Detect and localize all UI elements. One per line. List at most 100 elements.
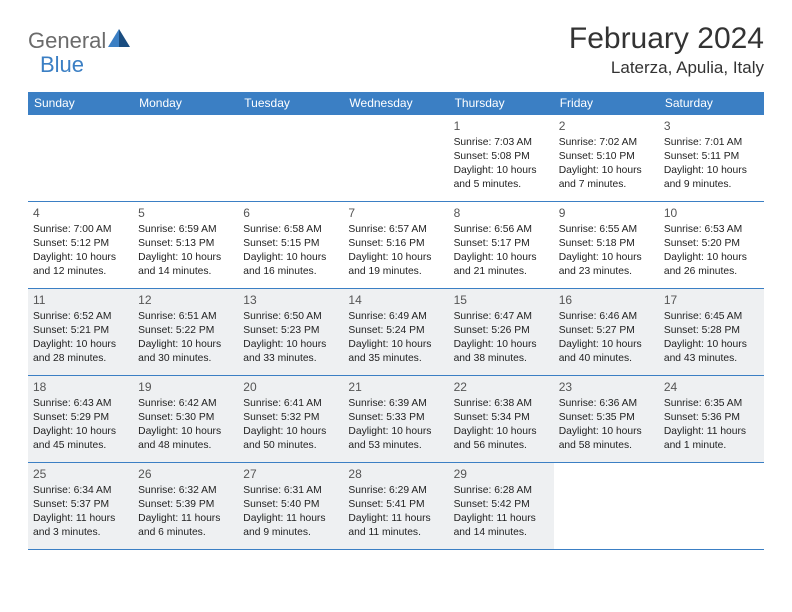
daylight-text: Daylight: 11 hours and 3 minutes.: [33, 512, 128, 540]
calendar-day: 15Sunrise: 6:47 AMSunset: 5:26 PMDayligh…: [449, 289, 554, 375]
daylight-text: Daylight: 10 hours and 43 minutes.: [664, 338, 759, 366]
calendar-day: 19Sunrise: 6:42 AMSunset: 5:30 PMDayligh…: [133, 376, 238, 462]
daylight-text: Daylight: 11 hours and 14 minutes.: [454, 512, 549, 540]
daylight-text: Daylight: 11 hours and 11 minutes.: [348, 512, 443, 540]
sunset-text: Sunset: 5:29 PM: [33, 411, 128, 425]
sunset-text: Sunset: 5:16 PM: [348, 237, 443, 251]
calendar-day: 6 Sunrise: 6:58 AMSunset: 5:15 PMDaylight…: [238, 202, 343, 288]
calendar-day: 20Sunrise: 6:41 AMSunset: 5:32 PMDayligh…: [238, 376, 343, 462]
daylight-text: Daylight: 10 hours and 19 minutes.: [348, 251, 443, 279]
day-number: 3: [664, 118, 759, 134]
calendar-day: 7Sunrise: 6:57 AMSunset: 5:16 PMDaylight…: [343, 202, 448, 288]
sunset-text: Sunset: 5:36 PM: [664, 411, 759, 425]
sunset-text: Sunset: 5:20 PM: [664, 237, 759, 251]
page-title: February 2024: [569, 22, 764, 56]
weekday-header: Friday: [554, 92, 659, 115]
logo-text-blue: Blue: [40, 52, 84, 78]
day-number: 8: [454, 205, 549, 221]
day-number: 9: [559, 205, 654, 221]
day-number: 18: [33, 379, 128, 395]
sunrise-text: Sunrise: 6:43 AM: [33, 397, 128, 411]
sunset-text: Sunset: 5:27 PM: [559, 324, 654, 338]
weekday-header: Sunday: [28, 92, 133, 115]
daylight-text: Daylight: 10 hours and 45 minutes.: [33, 425, 128, 453]
logo-text-general: General: [28, 28, 106, 54]
daylight-text: Daylight: 10 hours and 35 minutes.: [348, 338, 443, 366]
sunset-text: Sunset: 5:24 PM: [348, 324, 443, 338]
weekday-header: Wednesday: [343, 92, 448, 115]
page-subtitle: Laterza, Apulia, Italy: [569, 58, 764, 78]
sunset-text: Sunset: 5:10 PM: [559, 150, 654, 164]
calendar-day: 8Sunrise: 6:56 AMSunset: 5:17 PMDaylight…: [449, 202, 554, 288]
calendar-day: 13Sunrise: 6:50 AMSunset: 5:23 PMDayligh…: [238, 289, 343, 375]
calendar-day: [133, 115, 238, 201]
daylight-text: Daylight: 11 hours and 1 minute.: [664, 425, 759, 453]
sunrise-text: Sunrise: 6:55 AM: [559, 223, 654, 237]
calendar-day: 22Sunrise: 6:38 AMSunset: 5:34 PMDayligh…: [449, 376, 554, 462]
sunrise-text: Sunrise: 6:38 AM: [454, 397, 549, 411]
sunrise-text: Sunrise: 6:56 AM: [454, 223, 549, 237]
calendar-day: 26Sunrise: 6:32 AMSunset: 5:39 PMDayligh…: [133, 463, 238, 549]
calendar-day: 16Sunrise: 6:46 AMSunset: 5:27 PMDayligh…: [554, 289, 659, 375]
sunset-text: Sunset: 5:32 PM: [243, 411, 338, 425]
day-number: 29: [454, 466, 549, 482]
daylight-text: Daylight: 10 hours and 56 minutes.: [454, 425, 549, 453]
day-number: 22: [454, 379, 549, 395]
sunrise-text: Sunrise: 6:45 AM: [664, 310, 759, 324]
sunrise-text: Sunrise: 6:36 AM: [559, 397, 654, 411]
day-number: 16: [559, 292, 654, 308]
day-number: 17: [664, 292, 759, 308]
calendar-day: 28Sunrise: 6:29 AMSunset: 5:41 PMDayligh…: [343, 463, 448, 549]
sunset-text: Sunset: 5:26 PM: [454, 324, 549, 338]
calendar-day: 10Sunrise: 6:53 AMSunset: 5:20 PMDayligh…: [659, 202, 764, 288]
weekday-header-row: SundayMondayTuesdayWednesdayThursdayFrid…: [28, 92, 764, 115]
calendar-week: 25Sunrise: 6:34 AMSunset: 5:37 PMDayligh…: [28, 463, 764, 550]
calendar-day: 23Sunrise: 6:36 AMSunset: 5:35 PMDayligh…: [554, 376, 659, 462]
day-number: 14: [348, 292, 443, 308]
day-number: 13: [243, 292, 338, 308]
daylight-text: Daylight: 10 hours and 40 minutes.: [559, 338, 654, 366]
day-number: 23: [559, 379, 654, 395]
sunset-text: Sunset: 5:30 PM: [138, 411, 233, 425]
day-number: 6: [243, 205, 338, 221]
daylight-text: Daylight: 10 hours and 38 minutes.: [454, 338, 549, 366]
day-number: 2: [559, 118, 654, 134]
calendar-day: 27Sunrise: 6:31 AMSunset: 5:40 PMDayligh…: [238, 463, 343, 549]
calendar-day: 24Sunrise: 6:35 AMSunset: 5:36 PMDayligh…: [659, 376, 764, 462]
calendar-day: 18 Sunrise: 6:43 AMSunset: 5:29 PMDayligh…: [28, 376, 133, 462]
sunset-text: Sunset: 5:17 PM: [454, 237, 549, 251]
daylight-text: Daylight: 10 hours and 9 minutes.: [664, 164, 759, 192]
sunset-text: Sunset: 5:15 PM: [243, 237, 338, 251]
calendar-day: [343, 115, 448, 201]
calendar-day: 21Sunrise: 6:39 AMSunset: 5:33 PMDayligh…: [343, 376, 448, 462]
sunset-text: Sunset: 5:40 PM: [243, 498, 338, 512]
daylight-text: Daylight: 10 hours and 58 minutes.: [559, 425, 654, 453]
sunrise-text: Sunrise: 6:32 AM: [138, 484, 233, 498]
calendar-day: 9Sunrise: 6:55 AMSunset: 5:18 PMDaylight…: [554, 202, 659, 288]
sunrise-text: Sunrise: 6:57 AM: [348, 223, 443, 237]
sunrise-text: Sunrise: 6:35 AM: [664, 397, 759, 411]
sunset-text: Sunset: 5:39 PM: [138, 498, 233, 512]
weekday-header: Tuesday: [238, 92, 343, 115]
day-number: 1: [454, 118, 549, 134]
calendar-day: 1Sunrise: 7:03 AMSunset: 5:08 PMDaylight…: [449, 115, 554, 201]
sunrise-text: Sunrise: 6:34 AM: [33, 484, 128, 498]
sunrise-text: Sunrise: 6:58 AM: [243, 223, 338, 237]
sunrise-text: Sunrise: 7:01 AM: [664, 136, 759, 150]
calendar-week: 1Sunrise: 7:03 AMSunset: 5:08 PMDaylight…: [28, 115, 764, 202]
daylight-text: Daylight: 11 hours and 9 minutes.: [243, 512, 338, 540]
header: General February 2024 Laterza, Apulia, I…: [28, 22, 764, 78]
sunset-text: Sunset: 5:37 PM: [33, 498, 128, 512]
daylight-text: Daylight: 10 hours and 26 minutes.: [664, 251, 759, 279]
calendar-day: [238, 115, 343, 201]
daylight-text: Daylight: 11 hours and 6 minutes.: [138, 512, 233, 540]
day-number: 27: [243, 466, 338, 482]
day-number: 20: [243, 379, 338, 395]
daylight-text: Daylight: 10 hours and 16 minutes.: [243, 251, 338, 279]
daylight-text: Daylight: 10 hours and 33 minutes.: [243, 338, 338, 366]
day-number: 28: [348, 466, 443, 482]
day-number: 19: [138, 379, 233, 395]
day-number: 11: [33, 292, 128, 308]
sunrise-text: Sunrise: 6:47 AM: [454, 310, 549, 324]
sunrise-text: Sunrise: 6:59 AM: [138, 223, 233, 237]
